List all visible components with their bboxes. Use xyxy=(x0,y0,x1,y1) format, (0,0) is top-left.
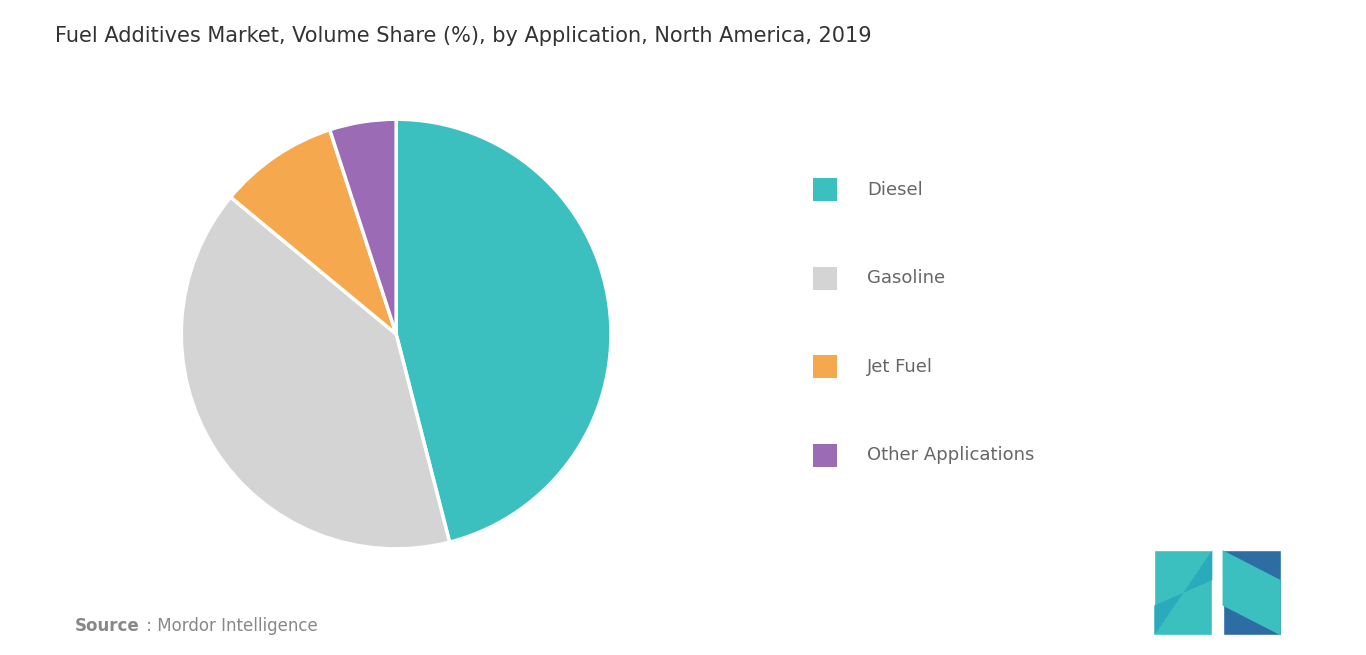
Polygon shape xyxy=(1223,550,1281,635)
Text: Fuel Additives Market, Volume Share (%), by Application, North America, 2019: Fuel Additives Market, Volume Share (%),… xyxy=(55,26,872,47)
Text: Other Applications: Other Applications xyxy=(867,446,1035,464)
Wedge shape xyxy=(182,197,449,549)
Text: : Mordor Intelligence: : Mordor Intelligence xyxy=(141,616,317,635)
Polygon shape xyxy=(1154,550,1213,635)
Text: Gasoline: Gasoline xyxy=(867,269,945,288)
Wedge shape xyxy=(231,130,396,334)
Text: Source: Source xyxy=(75,616,139,635)
Text: Diesel: Diesel xyxy=(867,181,923,199)
Wedge shape xyxy=(329,119,396,334)
Wedge shape xyxy=(396,119,611,542)
Text: Jet Fuel: Jet Fuel xyxy=(867,358,933,376)
Polygon shape xyxy=(1223,550,1281,635)
Polygon shape xyxy=(1154,550,1213,635)
